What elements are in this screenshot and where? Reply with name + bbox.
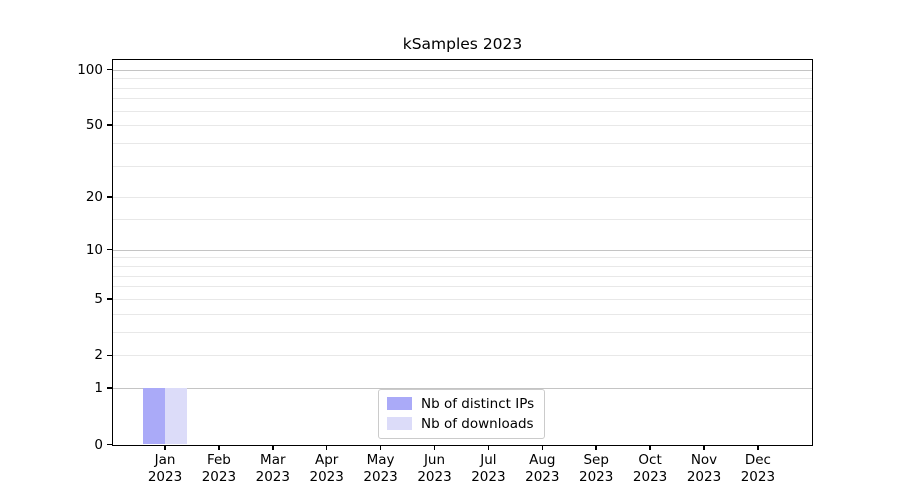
gridline-80 (113, 87, 812, 89)
bar-jan-series0 (143, 388, 165, 445)
x-tick-year-jun: 2023 (417, 468, 452, 485)
y-tick-label-5: 5 (94, 290, 103, 307)
x-tick-month-jul: Jul (480, 451, 497, 468)
x-tick-dec (757, 444, 759, 450)
gridline-9 (113, 257, 812, 259)
x-tick-year-dec: 2023 (740, 468, 776, 485)
x-tick-label-jul: Jul 2023 (456, 452, 520, 486)
x-tick-year-sep: 2023 (579, 468, 614, 485)
legend-item-distinct-ips: Nb of distinct IPs (387, 394, 534, 413)
x-tick-month-nov: Nov (690, 451, 718, 468)
gridline-10 (113, 249, 812, 251)
gridline-8 (113, 266, 812, 268)
x-tick-year-mar: 2023 (255, 468, 290, 485)
y-tick-label-0: 0 (94, 436, 103, 453)
x-tick-year-oct: 2023 (632, 468, 668, 485)
x-tick-feb (218, 444, 220, 450)
x-tick-month-jun: Jun (423, 451, 446, 468)
x-tick-month-jan: Jan (154, 451, 176, 468)
x-tick-label-oct: Oct 2023 (618, 452, 682, 486)
gridline-30 (113, 165, 812, 167)
gridline-7 (113, 275, 812, 277)
y-tick-2 (107, 354, 113, 356)
x-tick-month-apr: Apr (315, 451, 339, 468)
x-tick-label-aug: Aug 2023 (510, 452, 574, 486)
gridline-1 (113, 388, 812, 390)
gridline-100 (113, 69, 812, 71)
x-tick-label-sep: Sep 2023 (564, 452, 628, 486)
gridline-90 (113, 78, 812, 80)
x-tick-label-dec: Dec 2023 (726, 452, 790, 486)
x-tick-month-may: May (366, 451, 395, 468)
x-tick-year-apr: 2023 (309, 468, 344, 485)
x-tick-year-nov: 2023 (686, 468, 722, 485)
x-tick-month-feb: Feb (206, 451, 231, 468)
x-tick-jan (164, 444, 166, 450)
x-tick-aug (541, 444, 544, 450)
gridline-20 (113, 197, 812, 199)
y-tick-label-1: 1 (94, 380, 103, 397)
x-tick-month-mar: Mar (260, 451, 286, 468)
x-tick-apr (325, 444, 328, 450)
x-tick-label-may: May 2023 (349, 452, 413, 486)
gridline-50 (113, 125, 812, 127)
gridline-6 (113, 286, 812, 288)
y-tick-5 (107, 298, 113, 300)
legend-swatch-distinct-ips (387, 397, 412, 410)
x-tick-jul (487, 444, 490, 450)
legend-label-distinct-ips: Nb of distinct IPs (421, 395, 535, 412)
x-tick-may (379, 444, 382, 450)
y-tick-label-50: 50 (85, 117, 103, 134)
legend-label-downloads: Nb of downloads (421, 415, 534, 432)
y-tick-label-20: 20 (85, 189, 103, 206)
legend: Nb of distinct IPs Nb of downloads (378, 389, 546, 439)
x-tick-sep (595, 444, 597, 450)
gridline-4 (113, 313, 812, 315)
gridline-70 (113, 98, 812, 100)
gridline-60 (113, 110, 812, 112)
chart-title: kSamples 2023 (402, 35, 523, 53)
y-tick-0 (107, 443, 113, 446)
x-tick-year-feb: 2023 (201, 468, 237, 485)
bar-jan-series1 (165, 388, 187, 445)
y-tick-label-2: 2 (94, 347, 103, 364)
x-tick-oct (649, 444, 651, 450)
x-tick-label-apr: Apr 2023 (295, 452, 359, 486)
x-tick-label-nov: Nov 2023 (672, 452, 736, 486)
y-tick-50 (107, 124, 113, 126)
x-tick-jun (433, 444, 436, 450)
x-tick-year-may: 2023 (363, 468, 398, 485)
x-tick-month-sep: Sep (583, 451, 609, 468)
x-tick-year-jan: 2023 (147, 468, 183, 485)
legend-item-downloads: Nb of downloads (387, 414, 534, 433)
y-tick-label-100: 100 (77, 61, 103, 78)
x-tick-month-oct: Oct (638, 451, 662, 468)
x-tick-month-dec: Dec (744, 451, 771, 468)
x-tick-year-aug: 2023 (525, 468, 560, 485)
x-tick-label-jun: Jun 2023 (403, 452, 467, 486)
gridline-40 (113, 142, 812, 144)
x-tick-month-aug: Aug (529, 451, 556, 468)
gridline-3 (113, 331, 812, 333)
x-tick-nov (703, 444, 705, 450)
y-tick-20 (107, 196, 113, 198)
y-tick-label-10: 10 (85, 241, 103, 258)
gridline-5 (113, 298, 812, 300)
gridline-2 (113, 355, 812, 357)
x-tick-label-feb: Feb 2023 (187, 452, 251, 486)
legend-swatch-downloads (387, 417, 412, 430)
gridline-15 (113, 219, 812, 221)
y-tick-100 (107, 68, 113, 71)
y-tick-10 (107, 248, 113, 251)
x-tick-label-mar: Mar 2023 (241, 452, 305, 486)
x-tick-mar (272, 444, 274, 450)
x-tick-label-jan: Jan 2023 (133, 452, 197, 486)
y-tick-1 (107, 387, 113, 389)
x-tick-year-jul: 2023 (471, 468, 506, 485)
